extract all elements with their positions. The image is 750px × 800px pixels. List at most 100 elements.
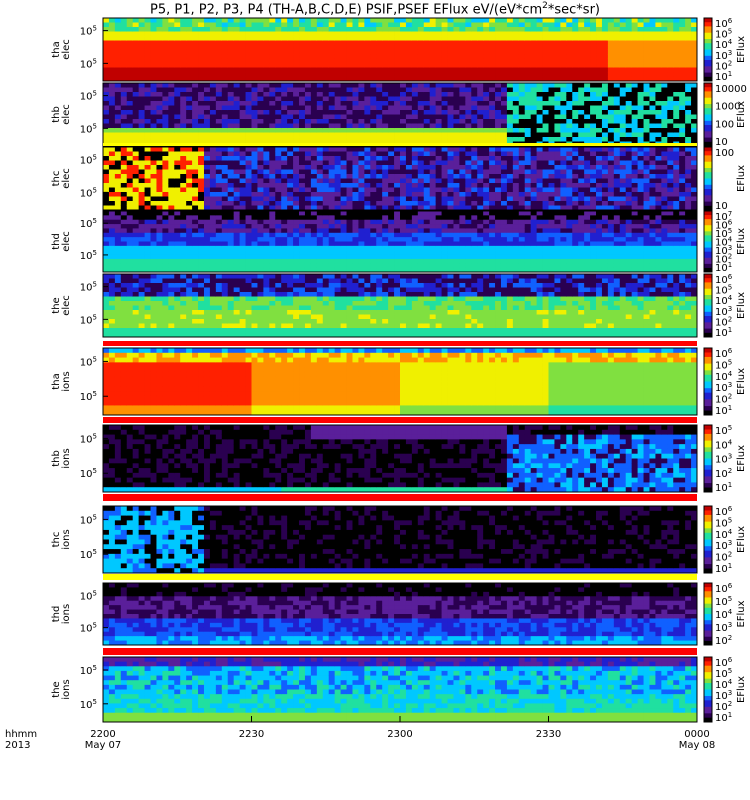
- y-label-thd-ions: thdions: [51, 604, 72, 624]
- colorbar-tick-label: 10000: [715, 84, 747, 95]
- spectrogram-thb-ions: [103, 425, 698, 493]
- colorbar-tick-label: 103: [715, 539, 732, 552]
- colorbar-tick-label: 107: [715, 210, 732, 223]
- y-tick-label: 105: [80, 313, 97, 326]
- y-tick-label: 105: [80, 355, 97, 368]
- colorbar-unit-label: EFlux: [736, 600, 747, 627]
- colorbar-tick-label: 102: [715, 634, 732, 647]
- y-label-thc-ions: thcions: [51, 529, 72, 549]
- colorbar-tick-label: 105: [715, 358, 732, 371]
- x-axis-corner-label: 2013: [5, 740, 30, 751]
- colorbar-tick-label: 104: [715, 528, 733, 541]
- spectrogram-tha-ions: [103, 348, 698, 416]
- spectrogram-thc-elec: [103, 147, 698, 211]
- colorbar-tick-label: 103: [715, 244, 732, 257]
- separator-bar: [103, 417, 697, 423]
- y-tick-label: 105: [80, 589, 97, 602]
- colorbar-tick-label: 101: [715, 481, 732, 494]
- colorbar-unit-label: EFlux: [736, 292, 747, 319]
- spectrogram-thd-ions: [103, 583, 698, 646]
- colorbar-tick-label: 105: [715, 516, 732, 529]
- y-label-the-ions: theions: [51, 679, 72, 699]
- x-tick-date: May 08: [679, 740, 716, 751]
- spectrogram-thb-elec: [103, 83, 698, 147]
- separator-bar: [103, 143, 697, 146]
- colorbar-tick-label: 102: [715, 700, 732, 713]
- colorbar-unit-label: EFlux: [736, 526, 747, 553]
- chart-title: P5, P1, P2, P3, P4 (TH-A,B,C,D,E) PSIF,P…: [150, 1, 600, 18]
- colorbar-tick-label: 102: [715, 467, 732, 480]
- colorbar-tick-label: 10: [715, 137, 728, 148]
- colorbar-tick-label: 101: [715, 711, 732, 724]
- colorbar-tick-label: 105: [715, 284, 732, 297]
- separator-bar: [103, 648, 697, 655]
- x-tick-time: 2230: [239, 729, 264, 740]
- colorbar-tick-label: 101: [715, 326, 732, 339]
- colorbar-thb-elec: 10000 1000 100 10 EFlux: [703, 82, 747, 148]
- colorbar-tick-label: 102: [715, 315, 732, 328]
- colorbar-unit-label: EFlux: [736, 368, 747, 395]
- spectrogram-the-elec: [103, 274, 698, 338]
- colorbar-unit-label: EFlux: [736, 165, 747, 192]
- y-tick-label: 105: [80, 154, 97, 167]
- colorbar-tick-label: 105: [715, 227, 732, 240]
- y-label-thb-ions: thbions: [51, 448, 72, 468]
- colorbar-tick-label: 101: [715, 70, 732, 83]
- colorbar-tick-label: 102: [715, 393, 732, 406]
- colorbar-tick-label: 103: [715, 453, 732, 466]
- colorbar-unit-label: EFlux: [736, 36, 747, 63]
- colorbar-thc-elec: 100 10 EFlux: [703, 146, 747, 212]
- y-tick-label: 105: [80, 186, 97, 199]
- colorbar-tick-label: 101: [715, 404, 732, 417]
- y-tick-label: 105: [80, 281, 97, 294]
- colorbar-tick-label: 10: [715, 201, 728, 212]
- spectrogram-thc-ions: [103, 506, 698, 574]
- colorbar-tick-label: 103: [715, 689, 732, 702]
- colorbar-tick-label: 102: [715, 551, 732, 564]
- colorbar-tick-label: 105: [715, 595, 732, 608]
- colorbar-tick-label: 104: [715, 608, 733, 621]
- x-tick-time: 2200: [90, 729, 115, 740]
- colorbar-unit-label: EFlux: [736, 228, 747, 255]
- y-tick-label: 105: [80, 25, 97, 38]
- colorbar-unit-label: EFlux: [736, 445, 747, 472]
- colorbar-tick-label: 100: [715, 148, 734, 159]
- colorbar-tick-label: 105: [715, 28, 732, 41]
- colorbar-tick-label: 102: [715, 253, 732, 266]
- y-label-thb-elec: thbelec: [51, 104, 72, 125]
- colorbar-tick-label: 103: [715, 305, 732, 318]
- colorbar-tick-label: 104: [715, 438, 733, 451]
- x-axis-corner-label: hhmm: [5, 729, 37, 740]
- colorbar-tick-label: 105: [715, 667, 732, 680]
- spectrogram-thd-elec: [103, 211, 698, 273]
- colorbar-tick-label: 106: [715, 656, 733, 669]
- y-tick-label: 105: [80, 432, 97, 445]
- colorbar-tick-label: 106: [715, 505, 733, 518]
- colorbar-tick-label: 101: [715, 562, 732, 575]
- x-tick-time: 2330: [536, 729, 561, 740]
- separator-bar: [103, 494, 697, 501]
- y-tick-label: 105: [80, 217, 97, 230]
- colorbar-tick-label: 103: [715, 621, 732, 634]
- separator-bar: [103, 574, 697, 580]
- spectrogram-tha-elec: [103, 18, 698, 82]
- x-tick-time: 0000: [684, 729, 709, 740]
- colorbar-tick-label: 104: [715, 370, 733, 383]
- panel-thb-elec: thbelec 105 105 10000 1000 100 10 EFlux: [51, 82, 747, 148]
- y-tick-label: 105: [80, 467, 97, 480]
- colorbar-tick-label: 104: [715, 678, 733, 691]
